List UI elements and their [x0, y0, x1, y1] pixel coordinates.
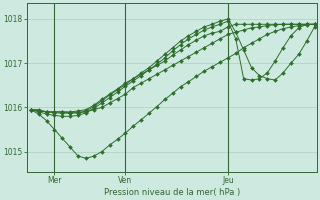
X-axis label: Pression niveau de la mer( hPa ): Pression niveau de la mer( hPa ): [104, 188, 240, 197]
